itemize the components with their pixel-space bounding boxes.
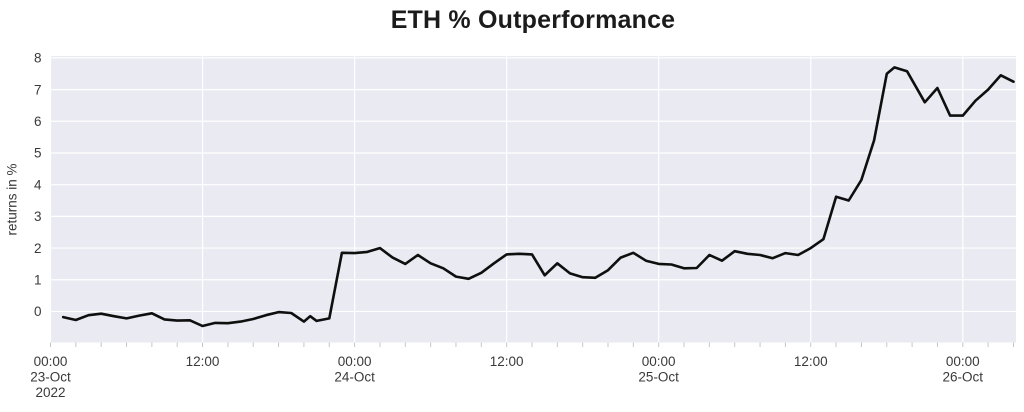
y-tick-label: 7 xyxy=(34,82,42,97)
x-tick-label: 00:00 25-Oct xyxy=(638,354,679,385)
plot-background xyxy=(50,56,1016,343)
x-tick-label: 00:00 26-Oct xyxy=(943,354,984,385)
x-tick-label: 12:00 xyxy=(186,354,220,369)
y-tick-label: 3 xyxy=(34,209,42,224)
y-tick-label: 8 xyxy=(34,51,42,66)
x-tick-label: 00:00 23-Oct 2022 xyxy=(30,354,71,400)
series-line xyxy=(61,66,1015,328)
y-tick-label: 6 xyxy=(34,114,42,129)
x-tick-label: 12:00 xyxy=(490,354,524,369)
chart-title: ETH % Outperformance xyxy=(390,6,676,34)
y-tick-label: 2 xyxy=(34,241,42,256)
x-tick-label: 00:00 24-Oct xyxy=(334,354,375,385)
x-tick-label: 12:00 xyxy=(794,354,828,369)
y-tick-label: 1 xyxy=(34,272,42,287)
y-tick-label: 0 xyxy=(34,304,42,319)
y-tick-label: 4 xyxy=(34,177,42,192)
y-tick-label: 5 xyxy=(34,146,42,161)
